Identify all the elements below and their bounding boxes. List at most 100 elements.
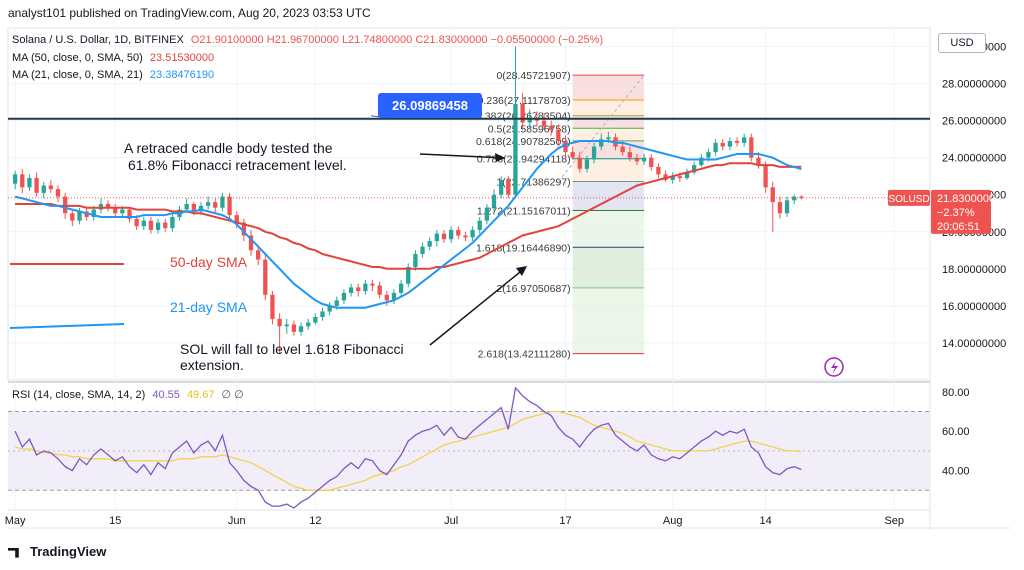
candle-body (356, 287, 361, 292)
fib-level-label: 0(28.45721907) (496, 70, 570, 82)
fib-zone (572, 181, 645, 211)
fall-note-line: SOL will fall to level 1.618 Fibonacci (180, 341, 404, 357)
fib-level-label: 2(16.97050687) (496, 283, 570, 295)
candle-body (484, 207, 490, 221)
candle-body (656, 166, 661, 175)
fibonacci-tool[interactable]: 0(28.45721907)0.236(27.11178703)0.382(26… (476, 70, 645, 361)
ma21-value: 23.38476190 (149, 69, 215, 81)
fall-arrow-head (516, 266, 527, 276)
candle-body (670, 176, 675, 180)
candle-body (270, 294, 275, 319)
candle-body (377, 285, 382, 295)
ma50-legend[interactable]: MA (50, close, 0, SMA, 50) 23.51530000 (12, 52, 214, 64)
time-tick-label: Sep (884, 515, 904, 527)
candle-body (284, 324, 289, 327)
ma50-line (15, 162, 802, 270)
time-tick-label: 14 (759, 515, 771, 527)
candle-body (541, 120, 547, 127)
candlestick-series (13, 46, 804, 355)
candle-body (341, 292, 347, 301)
candle-body (170, 216, 175, 229)
ma21-legend[interactable]: MA (21, close, 0, SMA, 21) 23.38476190 (12, 69, 214, 81)
fib-zone (572, 140, 645, 159)
candle-body (370, 283, 375, 286)
annotations: 26.09869458 A retraced candle body tested… (8, 93, 1001, 377)
candle-body (48, 185, 54, 190)
ohlc-values: O21.90100000 H21.96700000 L21.74800000 C… (190, 34, 604, 46)
candle-body (627, 152, 632, 158)
symbol-tag-text: SOLUSD (888, 194, 929, 205)
candle-body (134, 218, 139, 227)
candle-body (384, 294, 389, 301)
price-tick-label: 14.00000000 (942, 338, 1006, 350)
candle-body (420, 246, 425, 255)
lightning-icon (824, 357, 844, 377)
rsi-line (14, 386, 802, 509)
candle-body (570, 152, 575, 158)
candle-body (470, 229, 475, 238)
fib-trend-line (557, 74, 645, 182)
candle-body (291, 324, 297, 332)
fib-level-label: 2.618(13.42111280) (478, 349, 571, 361)
retrace-arrow (419, 153, 506, 159)
candle-body (784, 200, 790, 214)
price-tick-label: 18.00000000 (942, 264, 1006, 276)
candle-body (756, 157, 761, 166)
fib-zone (572, 287, 645, 354)
candle-body (213, 202, 218, 208)
candle-body (184, 204, 189, 210)
candle-body (477, 220, 482, 230)
publisher-line: analyst101 published on TradingView.com,… (8, 6, 371, 20)
candle-body (277, 318, 282, 327)
currency-button[interactable]: USD (938, 33, 986, 53)
time-tick-label: 17 (559, 515, 571, 527)
rsi-ma-line (14, 410, 802, 491)
price-grid (7, 27, 1010, 530)
price-tick-label: 28.00000000 (942, 79, 1006, 91)
candle-body (306, 322, 311, 327)
candle-body (413, 254, 418, 267)
candle-body (241, 222, 247, 236)
tradingview-logo[interactable]: TradingView (8, 544, 106, 559)
candle-body (256, 250, 261, 260)
price-tag-countdown: 20:06:51 (937, 221, 980, 233)
time-tick-label: 12 (309, 515, 321, 527)
candle-body (448, 229, 454, 240)
price-tick-label: 26.00000000 (942, 116, 1006, 128)
candle-body (55, 189, 61, 197)
candle-body (220, 196, 225, 208)
candle-body (770, 187, 775, 203)
price-tick-label: 16.00000000 (942, 301, 1006, 313)
candle-body (684, 172, 690, 179)
fall-note-line: extension. (180, 357, 244, 373)
candle-body (20, 174, 25, 188)
price-tag-change: −2.37% (937, 207, 975, 219)
fib-zone (572, 100, 645, 116)
rsi-extra: ∅ ∅ (221, 389, 244, 401)
candle-body (427, 241, 432, 247)
lightning-bolt (831, 361, 838, 374)
candle-body (699, 157, 704, 166)
retrace-note-line: 61.8% Fibonacci retracement level. (128, 157, 347, 173)
candle-body (720, 142, 725, 147)
rsi-tick-label: 80.00 (942, 387, 970, 399)
candle-body (441, 233, 447, 240)
candle-body (34, 178, 39, 193)
candle-body (141, 220, 146, 227)
candle-body (406, 266, 411, 284)
rsi-tick-label: 60.00 (942, 426, 970, 438)
brand-name: TradingView (30, 544, 107, 559)
fib-level-label: 0.236(27.11178703) (478, 95, 571, 107)
candle-body (313, 317, 318, 323)
price-tag (931, 189, 991, 234)
candle-body (513, 103, 518, 195)
rsi-legend[interactable]: RSI (14, close, SMA, 14, 2) 40.55 49.67 … (12, 388, 244, 401)
candle-body (777, 202, 783, 214)
candle-body (491, 194, 497, 208)
symbol-legend[interactable]: Solana / U.S. Dollar, 1D, BITFINEX O21.9… (12, 34, 603, 46)
fib-level-label: 1.272(21.15167011) (477, 205, 571, 217)
time-tick-label: Jun (228, 515, 246, 527)
candle-body (499, 179, 504, 195)
tradingview-icon (8, 547, 19, 558)
candle-body (148, 220, 154, 230)
